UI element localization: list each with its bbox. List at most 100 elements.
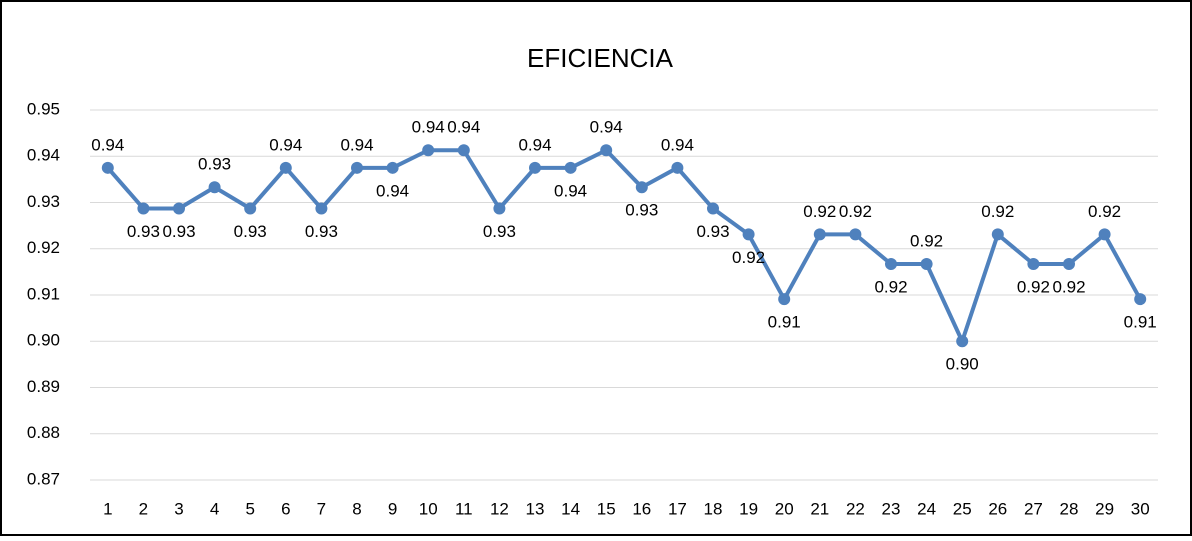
x-tick-label: 23 (882, 499, 901, 518)
point (457, 144, 470, 157)
data-label: 0.92 (839, 202, 872, 221)
point (564, 161, 577, 174)
x-tick-label: 20 (775, 499, 794, 518)
data-label: 0.94 (340, 135, 373, 154)
y-tick-label: 0.94 (27, 146, 60, 165)
data-label: 0.93 (483, 222, 516, 241)
x-tick-label: 6 (281, 499, 290, 518)
x-tick-label: 19 (739, 499, 758, 518)
y-tick-label: 0.89 (27, 377, 60, 396)
data-label: 0.94 (447, 118, 480, 137)
x-tick-label: 30 (1131, 499, 1150, 518)
x-tick-label: 10 (419, 499, 438, 518)
point (351, 161, 363, 174)
point (529, 161, 541, 174)
x-tick-label: 28 (1060, 499, 1079, 518)
data-label: 0.90 (946, 355, 979, 374)
x-tick-label: 22 (846, 499, 865, 518)
point (386, 161, 399, 174)
y-tick-label: 0.87 (27, 469, 60, 488)
point (707, 202, 719, 215)
x-tick-label: 16 (632, 499, 651, 518)
data-label: 0.94 (412, 118, 445, 137)
point (1098, 228, 1111, 241)
point (1134, 293, 1147, 306)
data-label: 0.91 (1124, 313, 1157, 332)
point (991, 228, 1004, 241)
data-label: 0.93 (625, 201, 658, 220)
point (279, 161, 292, 174)
data-label: 0.92 (874, 277, 907, 296)
x-tick-label: 15 (597, 499, 616, 518)
point (422, 144, 435, 157)
data-label: 0.94 (376, 181, 409, 200)
data-label: 0.91 (768, 313, 801, 332)
point (208, 181, 221, 194)
point (244, 202, 257, 215)
data-label: 0.94 (554, 181, 587, 200)
y-tick-label: 0.93 (27, 192, 60, 211)
x-tick-label: 1 (103, 499, 112, 518)
x-tick-label: 21 (810, 499, 829, 518)
data-label: 0.92 (1088, 202, 1121, 221)
point (101, 161, 114, 174)
point (173, 202, 185, 215)
x-tick-label: 17 (668, 499, 687, 518)
x-tick-label: 26 (988, 499, 1007, 518)
x-tick-label: 9 (388, 499, 397, 518)
data-label: 0.92 (732, 248, 765, 267)
data-label: 0.92 (910, 231, 943, 250)
y-tick-label: 0.91 (27, 284, 60, 303)
x-tick-label: 4 (210, 499, 219, 518)
data-label: 0.93 (234, 222, 267, 241)
x-tick-label: 11 (455, 499, 473, 518)
point (813, 228, 826, 241)
x-tick-label: 25 (953, 499, 972, 518)
point (956, 335, 969, 348)
data-label: 0.92 (1017, 277, 1050, 296)
data-label: 0.92 (1052, 277, 1085, 296)
data-label: 0.94 (590, 118, 623, 137)
point (920, 258, 933, 271)
series-line (106, 148, 1142, 344)
x-tick-label: 2 (139, 499, 148, 518)
x-tick-label: 13 (526, 499, 545, 518)
x-tick-label: 12 (490, 499, 509, 518)
point (137, 202, 150, 215)
data-label: 0.93 (305, 222, 338, 241)
point (742, 228, 755, 241)
x-tick-label: 27 (1024, 499, 1043, 518)
data-label: 0.93 (198, 155, 231, 174)
point (600, 144, 613, 157)
data-label: 0.94 (661, 135, 694, 154)
x-tick-label: 24 (917, 499, 936, 518)
y-tick-label: 0.88 (27, 423, 60, 442)
data-label: 0.94 (91, 135, 124, 154)
y-tick-label: 0.90 (27, 331, 60, 350)
point (635, 181, 648, 194)
point (493, 202, 506, 215)
point (778, 293, 791, 306)
point (671, 161, 684, 174)
y-tick-label: 0.92 (27, 238, 60, 257)
chart-title: EFICIENCIA (527, 43, 674, 73)
data-label: 0.93 (696, 222, 729, 241)
x-tick-label: 7 (317, 499, 326, 518)
data-label: 0.92 (803, 202, 836, 221)
data-label: 0.94 (518, 135, 551, 154)
data-label: 0.93 (127, 222, 160, 241)
point (315, 202, 328, 215)
x-tick-label: 18 (704, 499, 723, 518)
data-label: 0.93 (162, 222, 195, 241)
x-tick-label: 29 (1095, 499, 1114, 518)
x-tick-label: 5 (245, 499, 254, 518)
x-tick-label: 14 (561, 499, 580, 518)
data-label: 0.94 (269, 135, 302, 154)
point (1027, 258, 1040, 271)
point (1063, 258, 1075, 271)
x-tick-label: 3 (174, 499, 183, 518)
y-tick-label: 0.95 (27, 99, 60, 118)
